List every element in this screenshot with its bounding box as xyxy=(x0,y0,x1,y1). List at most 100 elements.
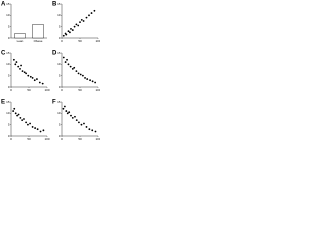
point xyxy=(79,73,82,76)
point xyxy=(70,114,72,117)
point xyxy=(66,58,68,61)
x-tick-label: 50 xyxy=(78,137,82,141)
point xyxy=(71,116,74,119)
point xyxy=(71,29,74,31)
y-tick-label: 0 xyxy=(8,36,10,40)
point xyxy=(36,128,39,131)
bar xyxy=(14,33,26,39)
panel-label: C xyxy=(1,51,6,57)
point xyxy=(14,63,17,66)
x-tick-label: 0 xyxy=(61,39,63,43)
point xyxy=(33,79,36,82)
point xyxy=(15,61,18,63)
point xyxy=(69,65,72,68)
y-tick-label: 0 xyxy=(8,134,10,138)
x-tick-label: Lean xyxy=(17,39,24,43)
x-tick-label: 0 xyxy=(61,137,63,141)
point xyxy=(78,121,80,124)
point xyxy=(62,56,65,59)
point xyxy=(71,67,74,70)
point xyxy=(19,67,21,70)
point xyxy=(77,24,80,27)
x-tick-label: 0 xyxy=(61,88,63,92)
y-tick-label: 5 xyxy=(59,73,61,77)
x-tick-label: 50 xyxy=(78,88,82,92)
y-tick-label: 15 xyxy=(6,51,10,55)
panel-label: F xyxy=(52,100,56,106)
point xyxy=(29,75,32,78)
point xyxy=(85,16,88,19)
point xyxy=(38,81,41,84)
point xyxy=(16,114,19,117)
y-tick-label: 5 xyxy=(8,24,10,28)
point xyxy=(62,34,65,37)
point xyxy=(85,126,88,128)
point xyxy=(93,9,96,12)
point xyxy=(74,115,76,118)
point xyxy=(86,78,89,80)
point xyxy=(20,64,22,67)
point xyxy=(67,30,70,33)
point xyxy=(94,81,97,84)
point xyxy=(27,74,30,77)
point xyxy=(12,110,15,112)
panel-label: A xyxy=(1,2,6,8)
point xyxy=(73,66,76,69)
point xyxy=(82,20,85,22)
point xyxy=(62,107,65,110)
y-tick-label: 5 xyxy=(59,122,61,126)
point xyxy=(80,123,83,126)
point xyxy=(17,113,20,116)
point xyxy=(75,119,78,122)
point xyxy=(29,122,31,125)
point xyxy=(75,23,78,26)
point xyxy=(88,128,91,131)
point xyxy=(25,72,28,75)
point xyxy=(12,58,15,61)
point xyxy=(88,14,90,17)
x-tick-label: 100 xyxy=(44,88,49,92)
point xyxy=(17,65,20,68)
point xyxy=(34,127,37,129)
y-tick-label: 15 xyxy=(57,2,61,6)
x-tick-label: 100 xyxy=(44,137,49,141)
point xyxy=(84,77,86,79)
y-tick-label: 0 xyxy=(59,36,61,40)
point xyxy=(42,129,45,132)
bar xyxy=(32,24,44,39)
y-tick-label: 15 xyxy=(57,51,61,55)
point xyxy=(13,107,16,110)
y-tick-label: 5 xyxy=(8,122,10,126)
y-tick-label: 10 xyxy=(57,111,61,115)
y-tick-label: 15 xyxy=(6,100,10,104)
panel-label: B xyxy=(52,2,57,8)
panel-label: E xyxy=(1,100,5,106)
point xyxy=(21,119,24,122)
point xyxy=(31,77,34,79)
point xyxy=(65,110,68,112)
point xyxy=(39,130,42,133)
point xyxy=(91,129,94,132)
point xyxy=(83,122,85,125)
point xyxy=(63,105,66,108)
point xyxy=(65,33,68,36)
x-tick-label: 50 xyxy=(27,88,31,92)
point xyxy=(21,70,24,73)
point xyxy=(67,63,70,66)
point xyxy=(31,126,34,128)
y-tick-label: 10 xyxy=(57,62,61,66)
point xyxy=(23,71,26,74)
point xyxy=(91,80,94,83)
x-tick-label: Obese xyxy=(34,39,43,43)
x-tick-label: 50 xyxy=(27,137,31,141)
point xyxy=(69,31,71,34)
y-tick-label: 15 xyxy=(57,100,61,104)
point xyxy=(68,111,71,114)
point xyxy=(81,74,84,77)
y-tick-label: 0 xyxy=(59,85,61,89)
figure: A 0 5 10 15 Lean Obese B 0 5 10 15 0 50 100 C 0 5 10 15 0 50 1… xyxy=(1,2,100,141)
y-tick-label: 10 xyxy=(6,111,10,115)
panel-label: D xyxy=(52,51,57,57)
x-tick-label: 0 xyxy=(10,137,12,141)
point xyxy=(89,79,91,82)
